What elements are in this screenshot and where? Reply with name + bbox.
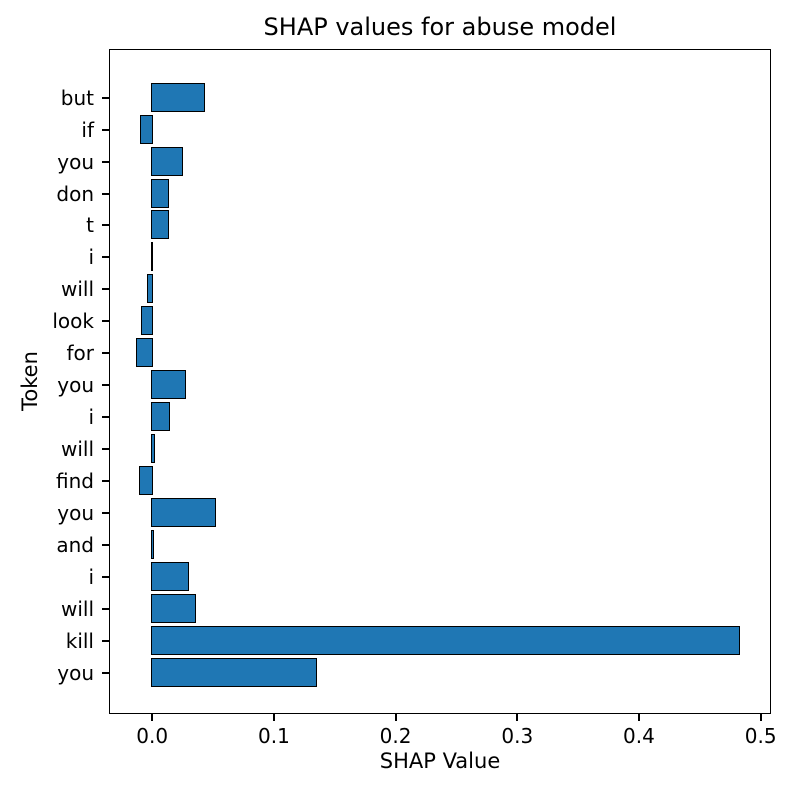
bar — [150, 178, 169, 208]
bar — [136, 338, 153, 368]
y-tick — [102, 384, 109, 387]
chart-title: SHAP values for abuse model — [263, 13, 617, 41]
x-tick-label: 0.2 — [379, 724, 412, 748]
y-tick — [102, 607, 109, 610]
y-tick — [102, 575, 109, 578]
bar — [150, 497, 216, 527]
y-tick-label: and — [56, 532, 94, 557]
bar — [150, 82, 205, 112]
y-tick — [102, 416, 109, 419]
x-tick — [151, 714, 154, 721]
y-tick — [102, 543, 109, 546]
y-tick-label: i — [88, 564, 94, 589]
y-tick-label: look — [52, 309, 94, 334]
x-tick — [394, 714, 397, 721]
x-tick-label: 0.5 — [744, 724, 777, 748]
bar — [150, 593, 197, 623]
y-tick-label: if — [81, 117, 94, 142]
y-tick-label: will — [60, 437, 94, 462]
bar — [138, 465, 153, 495]
y-tick-label: t — [86, 213, 94, 238]
y-tick-label: will — [60, 277, 94, 302]
x-tick-label: 0.1 — [257, 724, 290, 748]
y-tick — [102, 256, 109, 259]
plot-area — [109, 49, 771, 714]
y-tick — [102, 224, 109, 227]
x-tick — [272, 714, 275, 721]
y-tick-label: i — [88, 245, 94, 270]
y-tick — [102, 160, 109, 163]
bar — [150, 210, 170, 240]
bar — [150, 370, 186, 400]
bar — [150, 529, 154, 559]
y-tick-label: for — [66, 341, 95, 366]
y-tick — [102, 96, 109, 99]
bar — [150, 146, 184, 176]
bar — [150, 402, 170, 432]
y-tick-label: you — [57, 660, 94, 685]
y-tick — [102, 320, 109, 323]
y-tick — [102, 479, 109, 482]
y-tick — [102, 448, 109, 451]
y-tick-label: don — [56, 181, 94, 206]
x-tick — [516, 714, 519, 721]
bar — [150, 561, 190, 591]
y-tick — [102, 128, 109, 131]
bar — [150, 242, 154, 272]
y-tick — [102, 352, 109, 355]
x-tick — [759, 714, 762, 721]
y-tick — [102, 639, 109, 642]
bar — [140, 306, 153, 336]
bar — [147, 274, 153, 304]
x-tick-label: 0.4 — [623, 724, 655, 748]
bar — [150, 625, 741, 655]
y-tick-label: i — [88, 405, 94, 430]
bar — [150, 657, 317, 687]
y-tick — [102, 671, 109, 674]
bar — [150, 434, 156, 464]
y-tick — [102, 192, 109, 195]
y-tick-label: kill — [65, 628, 94, 653]
y-tick-label: but — [60, 85, 94, 110]
x-tick — [637, 714, 640, 721]
y-tick-label: you — [57, 149, 94, 174]
x-tick-label: 0.0 — [136, 724, 169, 748]
x-tick-label: 0.3 — [501, 724, 534, 748]
bar — [139, 114, 153, 144]
y-tick — [102, 511, 109, 514]
y-tick — [102, 288, 109, 291]
y-tick-label: will — [60, 596, 94, 621]
x-axis-label: SHAP Value — [379, 749, 501, 773]
y-tick-label: you — [57, 373, 94, 398]
y-tick-label: find — [56, 468, 94, 493]
y-tick-label: you — [57, 500, 94, 525]
